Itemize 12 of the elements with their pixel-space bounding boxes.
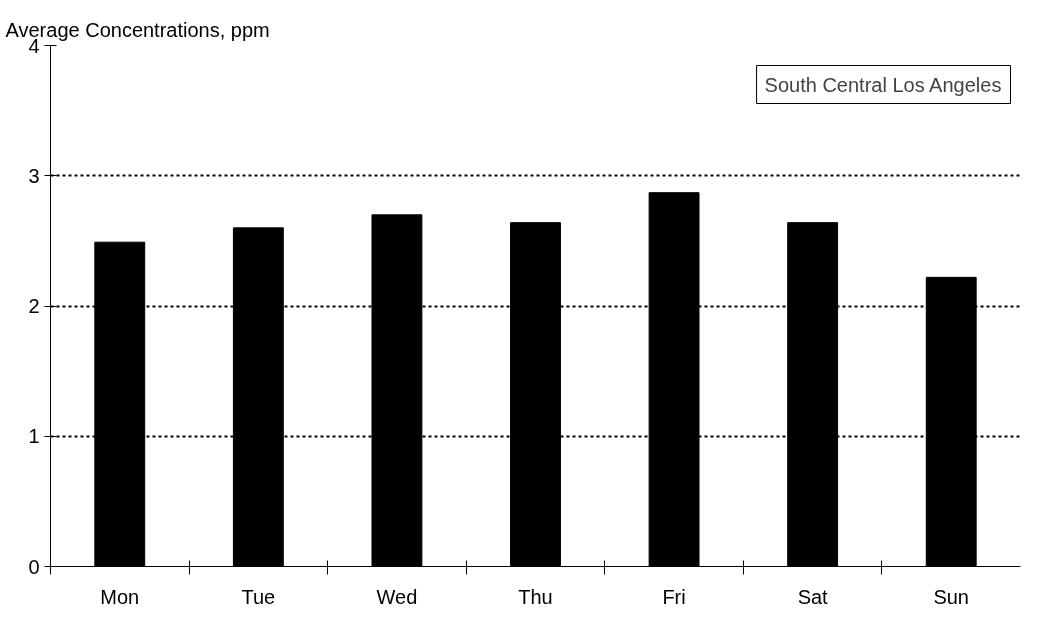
y-tick-label: 1 bbox=[28, 425, 40, 448]
text: South Central Los Angeles bbox=[764, 73, 1002, 96]
x-tick-label: Sun bbox=[933, 585, 970, 608]
x-tick-label: Wed bbox=[376, 585, 418, 608]
x-tick-label: Thu bbox=[518, 585, 553, 608]
y-tick-label: 2 bbox=[28, 295, 40, 317]
y-tick-label: 0 bbox=[28, 555, 40, 578]
x-tick-label: Mon bbox=[100, 585, 140, 608]
x-tick-label: Sat bbox=[797, 585, 829, 608]
y-tick-label: 3 bbox=[28, 164, 40, 187]
x-tick-label: Fri bbox=[662, 585, 686, 608]
x-tick-label: Tue bbox=[241, 585, 276, 608]
